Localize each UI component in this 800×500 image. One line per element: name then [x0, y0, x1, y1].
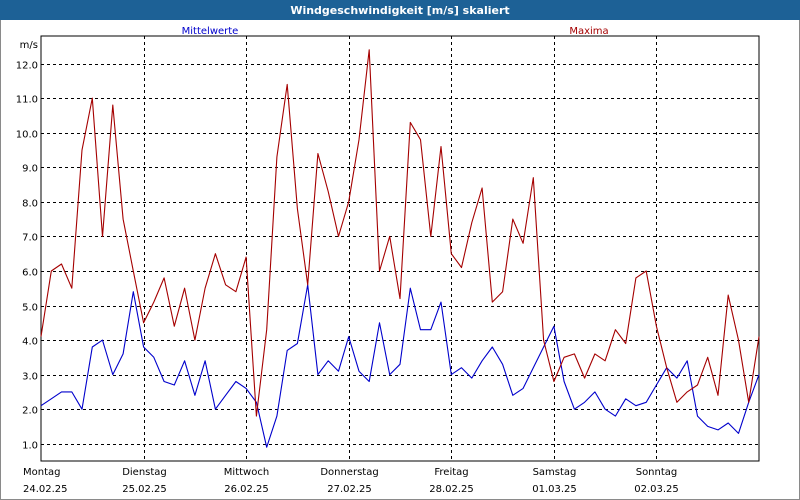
y-tick-label: 1.0	[22, 441, 38, 452]
y-tick-label: 5.0	[22, 303, 38, 314]
y-tick-label: 8.0	[22, 199, 38, 210]
x-day-label: Dienstag	[122, 467, 167, 478]
maxima-series-line	[40, 49, 760, 417]
y-tick-label: 6.0	[22, 268, 38, 279]
x-day-label: Montag	[23, 467, 60, 478]
x-day-label: Donnerstag	[320, 467, 378, 478]
y-tick-label: 4.0	[22, 337, 38, 348]
chart-title: Windgeschwindigkeit [m/s] skaliert	[0, 0, 800, 20]
x-day-label: Freitag	[434, 467, 468, 478]
x-date-label: 25.02.25	[122, 484, 167, 495]
plot-area-border	[40, 35, 760, 462]
wind-speed-chart: 1.0 2.0 3.0 4.0 5.0 6.0 7.0 8.0 9.0 10.0 11.0 12.0 m…	[16, 26, 760, 495]
y-tick-label: 10.0	[16, 130, 38, 141]
mittelwerte-series-line	[40, 284, 760, 448]
y-tick-label: 11.0	[16, 95, 38, 106]
y-axis-unit-label: m/s	[20, 40, 38, 51]
legend-maxima: Maxima	[569, 26, 608, 37]
x-date-label: 28.02.25	[429, 484, 474, 495]
x-date-label: 27.02.25	[327, 484, 372, 495]
x-day-label: Samstag	[533, 467, 577, 478]
x-date-label: 26.02.25	[224, 484, 269, 495]
x-date-label: 01.03.25	[532, 484, 577, 495]
y-tick-label: 2.0	[22, 406, 38, 417]
x-date-label: 02.03.25	[634, 484, 679, 495]
legend-mittelwerte: Mittelwerte	[182, 26, 239, 37]
x-day-label: Mittwoch	[224, 467, 269, 478]
chart-frame: 1.0 2.0 3.0 4.0 5.0 6.0 7.0 8.0 9.0 10.0 11.0 12.0 m…	[0, 20, 800, 500]
x-date-label: 24.02.25	[23, 484, 68, 495]
y-tick-label: 7.0	[22, 233, 38, 244]
y-tick-label: 3.0	[22, 372, 38, 383]
y-tick-label: 9.0	[22, 164, 38, 175]
y-tick-label: 12.0	[16, 61, 38, 72]
x-day-label: Sonntag	[636, 467, 678, 478]
